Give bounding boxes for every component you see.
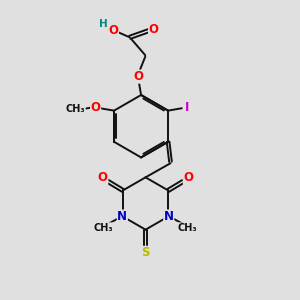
Text: CH₃: CH₃ <box>94 223 113 233</box>
Text: CH₃: CH₃ <box>66 104 85 114</box>
Text: H: H <box>99 19 108 29</box>
Text: S: S <box>141 246 150 259</box>
Text: O: O <box>108 24 118 37</box>
Text: CH₃: CH₃ <box>178 223 197 233</box>
Text: O: O <box>183 171 194 184</box>
Text: O: O <box>134 70 144 83</box>
Text: N: N <box>164 210 174 223</box>
Text: N: N <box>117 210 127 223</box>
Text: I: I <box>184 101 189 114</box>
Text: O: O <box>148 23 159 36</box>
Text: O: O <box>98 171 108 184</box>
Text: O: O <box>91 101 100 114</box>
